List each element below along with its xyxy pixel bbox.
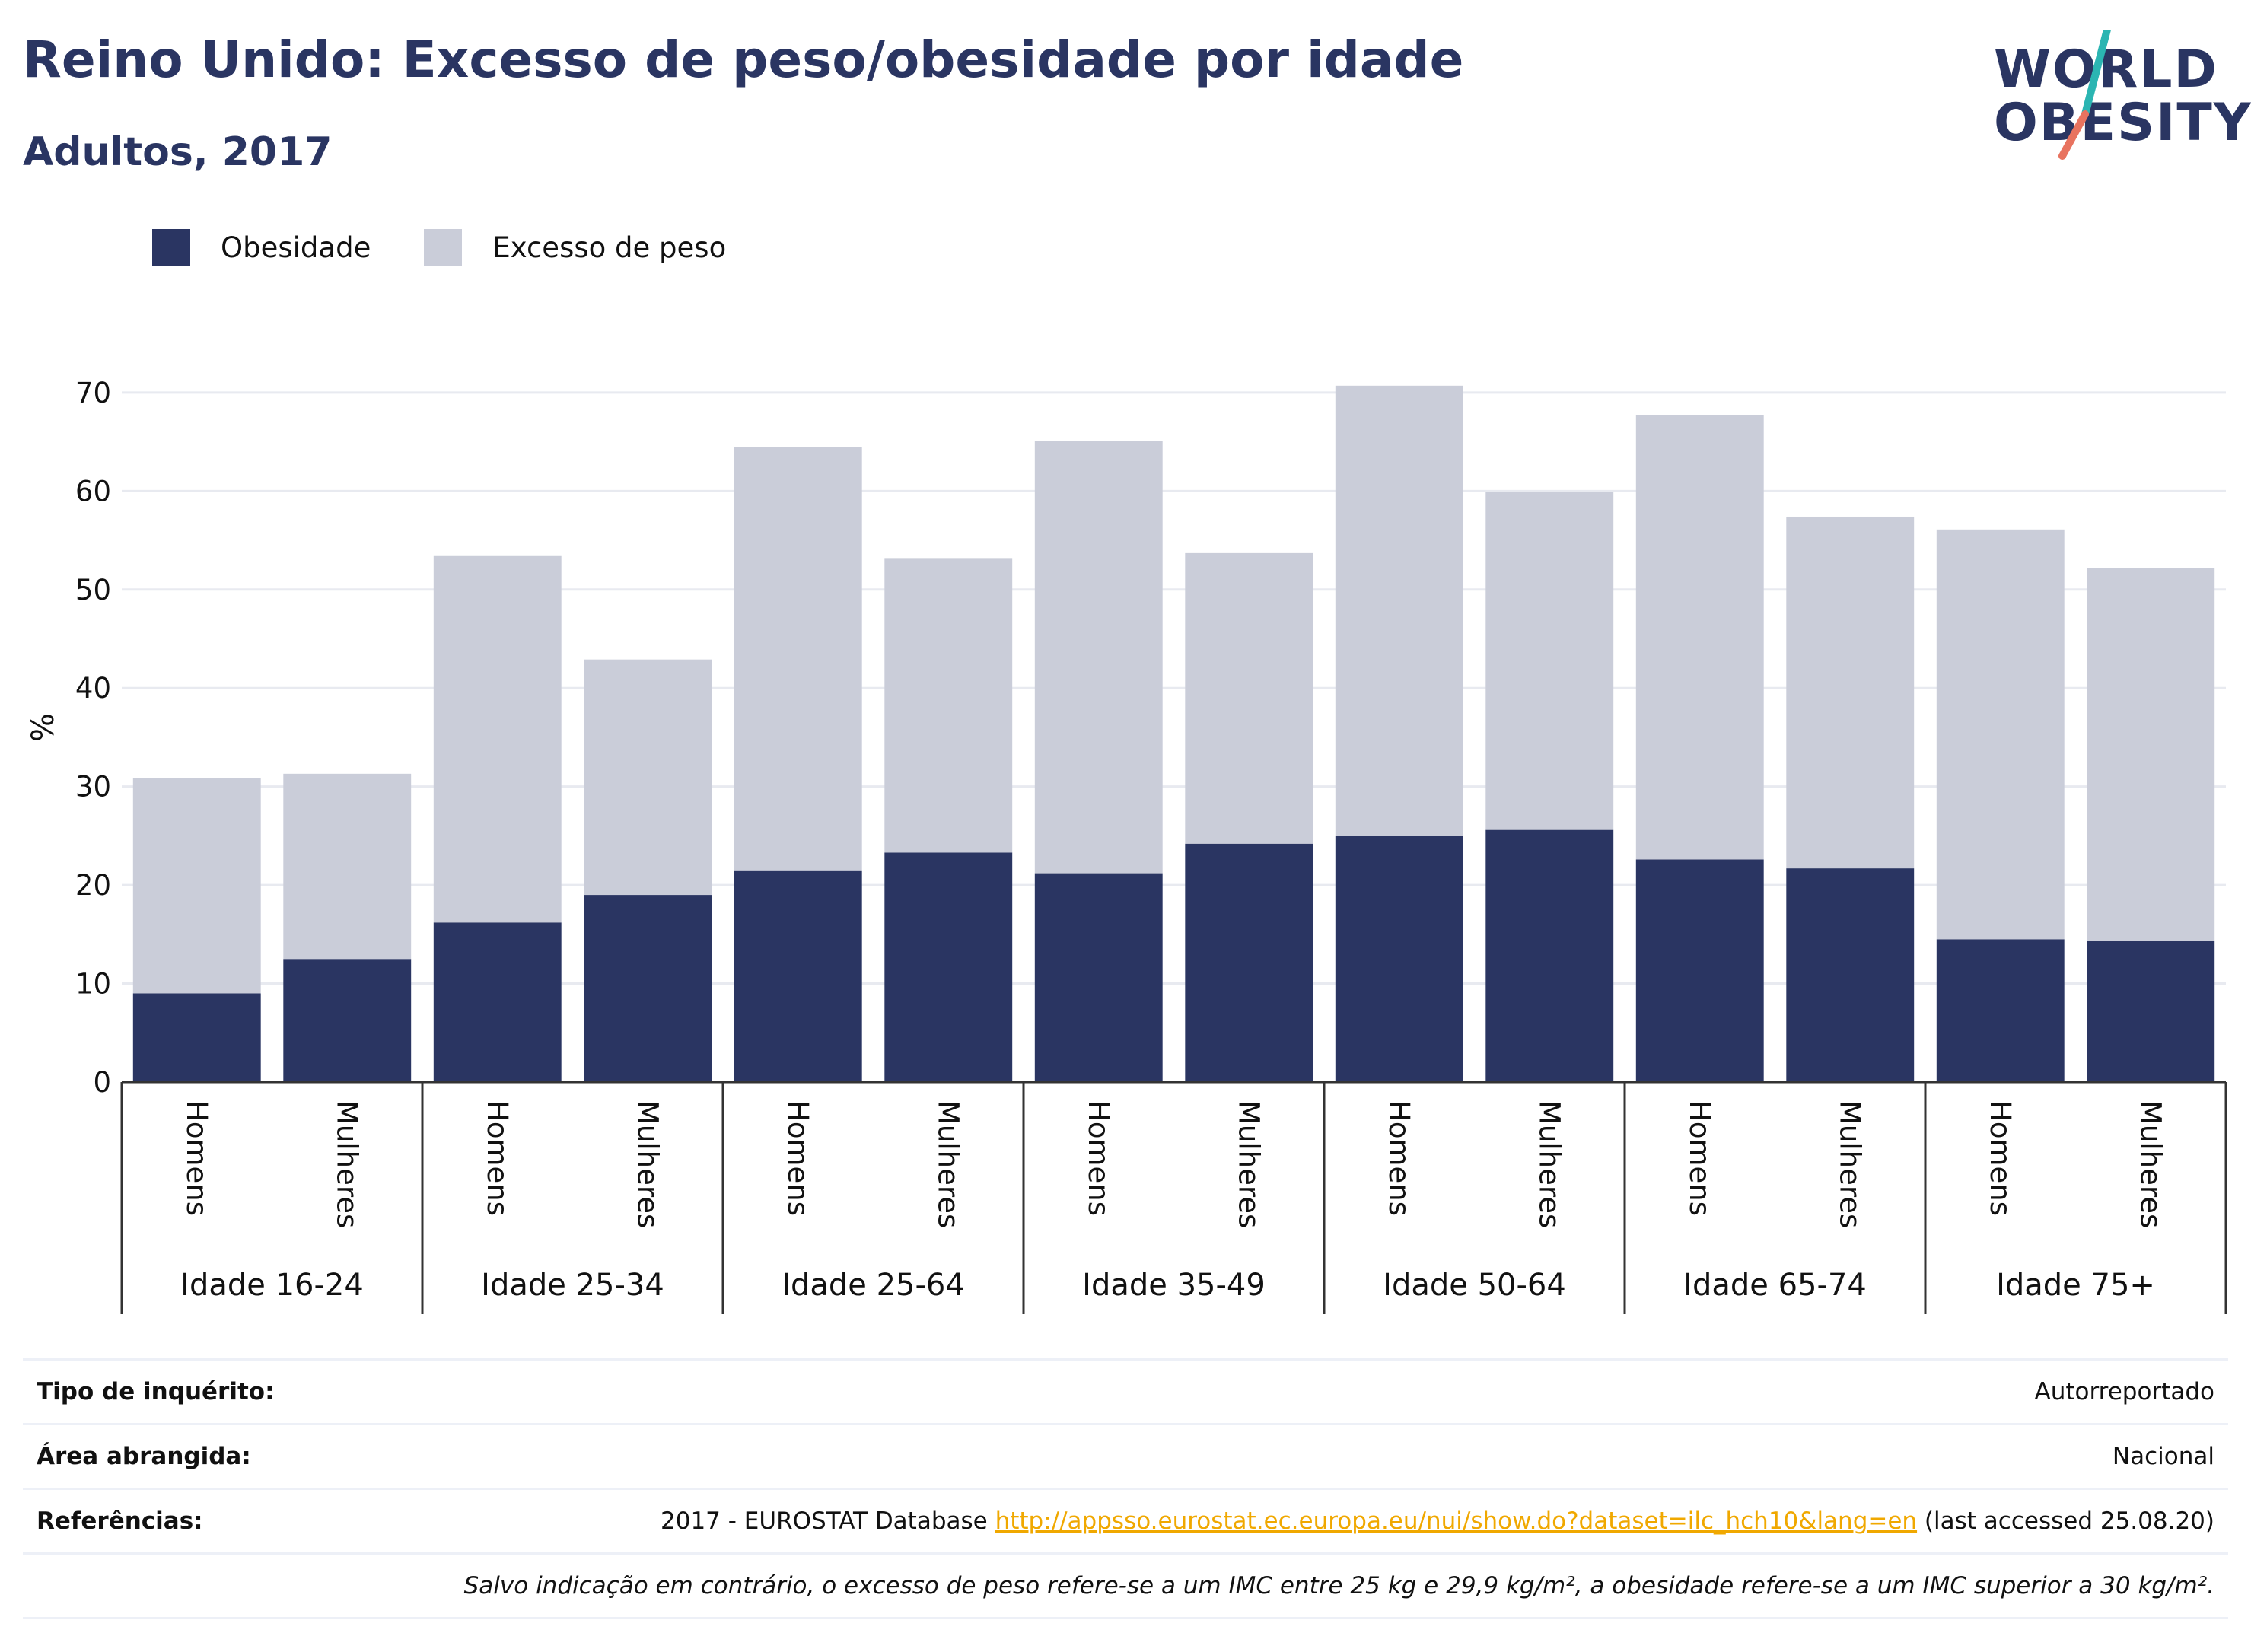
x-category-label: Mulheres	[330, 1100, 363, 1228]
reference-suffix: (last accessed 25.08.20)	[1917, 1507, 2214, 1535]
x-group-label: Idade 25-34	[481, 1268, 664, 1303]
x-group-label: Idade 25-64	[782, 1268, 965, 1303]
references-label: Referências:	[37, 1507, 203, 1535]
bar-obesidade	[1936, 939, 2065, 1082]
bar-excesso-de-peso	[433, 555, 562, 923]
reference-link[interactable]: http://appsso.eurostat.ec.europa.eu/nui/…	[995, 1507, 1918, 1535]
chart-legend: Obesidade Excesso de peso	[152, 224, 779, 270]
logo-word-1: WORLD	[1994, 40, 2218, 100]
x-category-label: Mulheres	[1232, 1100, 1265, 1228]
x-category-label: Homens	[481, 1100, 514, 1216]
x-group-label: Idade 65-74	[1683, 1268, 1867, 1303]
y-axis-title: %	[26, 713, 61, 742]
references-value: 2017 - EUROSTAT Database http://appsso.e…	[661, 1507, 2228, 1535]
x-category-label: Mulheres	[2134, 1100, 2167, 1228]
legend-swatch-obesidade	[152, 229, 190, 266]
info-row-note: Salvo indicação em contrário, o excesso …	[23, 1552, 2228, 1619]
bar-excesso-de-peso	[1485, 492, 1614, 830]
x-category-label: Homens	[782, 1100, 814, 1216]
legend-swatch-excesso	[424, 229, 463, 266]
bar-obesidade	[433, 922, 562, 1082]
chart-subtitle: Adultos, 2017	[23, 129, 333, 175]
bar-obesidade	[884, 852, 1013, 1082]
info-row-area: Área abrangida: Nacional	[23, 1423, 2228, 1488]
bar-excesso-de-peso	[283, 773, 412, 960]
bar-excesso-de-peso	[1936, 529, 2065, 940]
y-tick-label: 0	[93, 1066, 111, 1099]
x-group-label: Idade 35-49	[1082, 1268, 1266, 1303]
bar-obesidade	[132, 993, 261, 1082]
bar-obesidade	[734, 870, 862, 1082]
world-obesity-logo: WORLD OBESITY	[1979, 30, 2251, 160]
survey-type-label: Tipo de inquérito:	[37, 1378, 275, 1405]
x-category-label: Mulheres	[931, 1100, 964, 1228]
bar-excesso-de-peso	[132, 778, 261, 994]
bar-excesso-de-peso	[1034, 441, 1163, 874]
bar-obesidade	[1485, 829, 1614, 1082]
bar-excesso-de-peso	[1185, 552, 1313, 844]
bar-excesso-de-peso	[1635, 415, 1764, 860]
logo-word-2: OBESITY	[1994, 93, 2251, 153]
info-row-references: Referências: 2017 - EUROSTAT Database ht…	[23, 1488, 2228, 1552]
legend-item-excesso: Excesso de peso	[424, 229, 726, 266]
bar-excesso-de-peso	[584, 659, 712, 896]
x-category-label: Mulheres	[1533, 1100, 1565, 1228]
bar-excesso-de-peso	[1335, 385, 1463, 836]
x-category-label: Mulheres	[631, 1100, 664, 1228]
bar-obesidade	[2087, 941, 2215, 1082]
bar-obesidade	[1635, 859, 1764, 1082]
area-label: Área abrangida:	[37, 1443, 251, 1470]
bar-obesidade	[1786, 868, 1915, 1082]
chart-title: Reino Unido: Excesso de peso/obesidade p…	[23, 30, 1464, 89]
bar-obesidade	[283, 959, 412, 1082]
bar-excesso-de-peso	[734, 447, 862, 871]
bar-obesidade	[1185, 843, 1313, 1082]
legend-item-obesidade: Obesidade	[152, 229, 371, 266]
x-group-label: Idade 16-24	[180, 1268, 364, 1303]
logo-slash-icon	[2058, 30, 2111, 160]
bar-obesidade	[1034, 873, 1163, 1082]
bar-chart: 0 10 20 30 40 50 60 70% Homens Mulheres Homens Mulh…	[26, 377, 2227, 1314]
bar-obesidade	[1335, 836, 1463, 1082]
bar-obesidade	[584, 895, 712, 1082]
reference-prefix: 2017 - EUROSTAT Database	[661, 1507, 995, 1535]
definition-note: Salvo indicação em contrário, o excesso …	[463, 1572, 2214, 1599]
area-value: Nacional	[2112, 1443, 2214, 1470]
y-tick-label: 40	[75, 672, 111, 705]
x-category-label: Homens	[1082, 1100, 1115, 1216]
x-category-label: Homens	[1383, 1100, 1415, 1216]
bar-excesso-de-peso	[1786, 516, 1915, 869]
survey-type-value: Autorreportado	[2034, 1378, 2215, 1405]
legend-label-excesso: Excesso de peso	[492, 231, 727, 264]
legend-label-obesidade: Obesidade	[221, 231, 371, 264]
y-tick-label: 10	[75, 968, 111, 1001]
bar-excesso-de-peso	[2087, 568, 2215, 941]
y-tick-label: 70	[75, 377, 111, 409]
y-tick-label: 20	[75, 869, 111, 902]
x-category-label: Homens	[1984, 1100, 2017, 1216]
x-category-label: Homens	[180, 1100, 213, 1216]
y-tick-label: 60	[75, 475, 111, 508]
x-group-label: Idade 75+	[1996, 1268, 2155, 1303]
y-tick-label: 50	[75, 574, 111, 606]
x-category-label: Homens	[1683, 1100, 1716, 1216]
info-table: Tipo de inquérito: Autorreportado Área a…	[23, 1358, 2228, 1619]
x-group-label: Idade 50-64	[1383, 1268, 1566, 1303]
bar-excesso-de-peso	[884, 558, 1013, 853]
x-category-label: Mulheres	[1833, 1100, 1866, 1228]
y-tick-label: 30	[75, 771, 111, 804]
info-row-survey: Tipo de inquérito: Autorreportado	[23, 1358, 2228, 1423]
